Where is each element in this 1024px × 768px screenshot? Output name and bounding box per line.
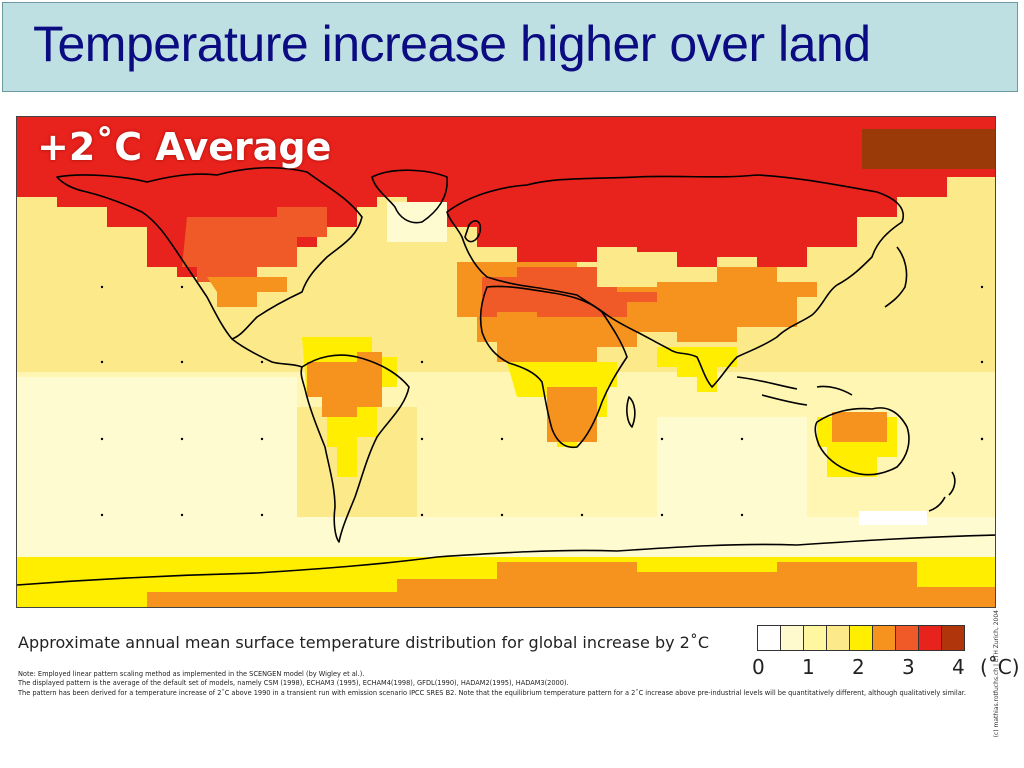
legend-tick-label: 3: [902, 655, 915, 679]
legend-swatch: [872, 625, 896, 651]
legend-swatch: [918, 625, 942, 651]
arctic-dark-patch: [862, 129, 995, 169]
grid-dot: [260, 360, 264, 364]
australia-coast: [814, 407, 910, 476]
map-caption: Approximate annual mean surface temperat…: [18, 633, 710, 652]
uk-coast: [464, 220, 482, 243]
legend-swatches: [757, 625, 965, 653]
north-america-orange-region: [207, 277, 287, 307]
grid-dot: [740, 437, 744, 441]
sahara-orange-region: [477, 317, 637, 362]
antarctica-coast: [17, 534, 995, 586]
legend-unit: (˚C): [980, 655, 1020, 679]
grid-dot: [100, 285, 104, 289]
white-patch: [859, 511, 927, 525]
antarctica-orange-region: [147, 562, 995, 607]
grid-dot: [420, 513, 424, 517]
central-america-coast: [231, 338, 303, 368]
ocean-band-indian-pale: [657, 417, 807, 527]
title-bar: Temperature increase higher over land: [2, 2, 1018, 92]
grid-dot: [100, 513, 104, 517]
eurasia-coast: [446, 174, 904, 388]
japan-coast: [884, 246, 908, 308]
grid-dot: [740, 513, 744, 517]
temperature-map: +2˚C Average: [16, 116, 996, 608]
legend-swatch: [803, 625, 827, 651]
north-africa-orange-region: [482, 267, 617, 327]
north-america-red-region: [182, 207, 327, 282]
note-line: The displayed pattern is the average of …: [18, 679, 569, 688]
legend-tick-label: 2: [852, 655, 865, 679]
grid-dot: [180, 513, 184, 517]
grid-dot: [660, 437, 664, 441]
north-america-coast: [56, 166, 363, 340]
legend-swatch: [895, 625, 919, 651]
map-scenario-label: +2˚C Average: [37, 125, 332, 169]
slide-title: Temperature increase higher over land: [33, 16, 871, 72]
grid-dot: [980, 285, 984, 289]
australia-orange-region: [832, 412, 887, 442]
grid-dots: [100, 285, 984, 517]
legend-swatch: [757, 625, 781, 651]
map-svg: [17, 117, 995, 607]
note-line: The pattern has been derived for a tempe…: [18, 688, 966, 697]
africa-coast: [479, 285, 628, 449]
indonesia-coast: [736, 376, 853, 406]
legend-swatch: [941, 625, 965, 651]
grid-dot: [100, 360, 104, 364]
grid-dot: [500, 513, 504, 517]
legend-swatch: [826, 625, 850, 651]
madagascar-coast: [626, 396, 636, 428]
grid-dot: [980, 437, 984, 441]
grid-dot: [260, 437, 264, 441]
legend-swatch: [849, 625, 873, 651]
coastlines: [17, 166, 995, 586]
grid-dot: [420, 360, 424, 364]
legend-tick-label: 4: [952, 655, 965, 679]
grid-dot: [180, 437, 184, 441]
greenland-coast: [371, 169, 448, 224]
grid-dot: [660, 513, 664, 517]
grid-dot: [180, 285, 184, 289]
grid-dot: [100, 437, 104, 441]
legend-ticks: 0 1 2 3 4 (˚C): [752, 655, 1022, 685]
new-zealand-coast: [928, 471, 956, 512]
grid-dot: [180, 360, 184, 364]
amazon-orange-region: [307, 352, 382, 417]
legend-tick-label: 0: [752, 655, 765, 679]
grid-dot: [260, 513, 264, 517]
south-america-coast: [300, 354, 410, 543]
notes: Note: Employed linear pattern scaling me…: [18, 670, 1018, 698]
grid-dot: [980, 360, 984, 364]
grid-dot: [420, 437, 424, 441]
legend-tick-label: 1: [802, 655, 815, 679]
grid-dot: [580, 513, 584, 517]
grid-dot: [500, 437, 504, 441]
southern-ocean-pale-band: [17, 517, 995, 557]
note-line: Note: Employed linear pattern scaling me…: [18, 670, 365, 678]
legend-swatch: [780, 625, 804, 651]
